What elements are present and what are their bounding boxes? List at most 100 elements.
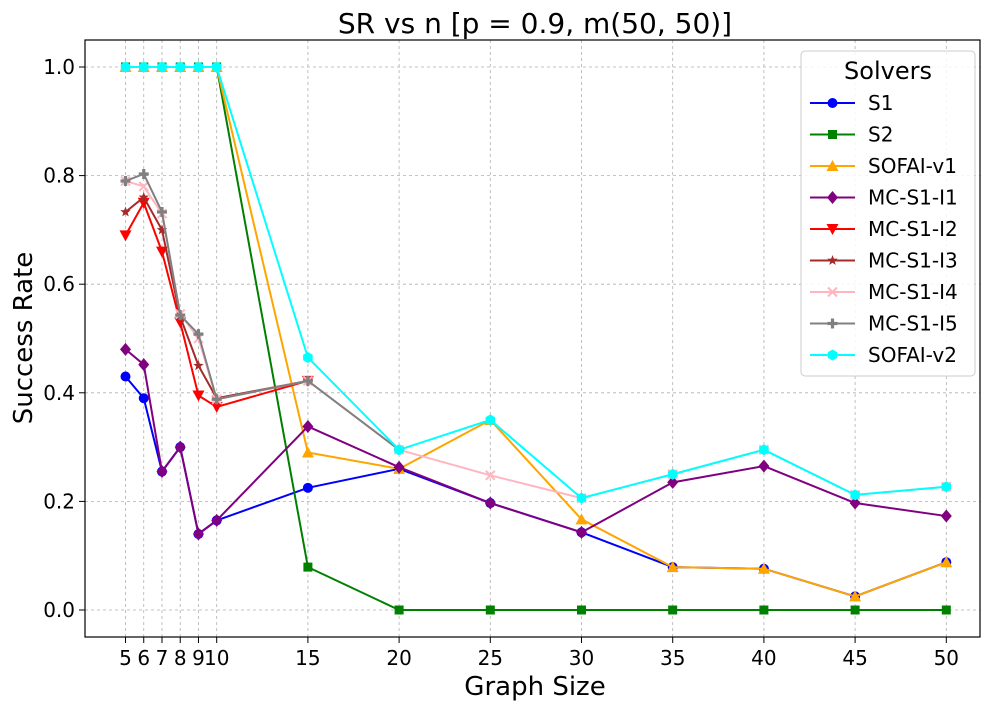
x-tick-label: 7 <box>156 646 169 670</box>
legend-label: MC-S1-I3 <box>868 249 958 273</box>
data-point-sofai-v2 <box>759 444 769 456</box>
data-point-s1 <box>302 482 313 493</box>
legend-item-mc-s1-i1: MC-S1-I1 <box>810 186 958 210</box>
legend-label: MC-S1-I5 <box>868 312 958 336</box>
legend-title: Solvers <box>844 57 932 85</box>
data-point-mc-s1-i5 <box>138 168 149 179</box>
data-point-sofai-v1 <box>757 562 770 574</box>
legend-label: MC-S1-I4 <box>868 280 958 304</box>
data-point-mc-s1-i2 <box>155 246 168 258</box>
data-point-mc-s1-i5 <box>193 329 204 340</box>
legend-label: MC-S1-I2 <box>868 217 958 241</box>
data-point-s2 <box>303 562 313 572</box>
axis-ticks: 5 6 7 8 9 10 15 20 25 30 35 40 45 50 0.0 0.2 0.4 0.6 0.8 1.… <box>43 55 959 670</box>
data-point-mc-s1-i3 <box>156 224 168 235</box>
data-point-s2 <box>759 605 769 615</box>
x-tick-label: 9 <box>192 646 205 670</box>
legend-marker <box>827 191 838 204</box>
data-point-sofai-v2 <box>576 492 587 504</box>
data-point-sofai-v2 <box>850 489 860 501</box>
data-point-mc-s1-i5 <box>156 206 167 217</box>
data-point-sofai-v2 <box>667 468 678 480</box>
series-layer <box>119 61 953 615</box>
data-point-mc-s1-i1 <box>211 513 223 527</box>
x-tick-label: 15 <box>295 646 320 670</box>
x-tick-label: 10 <box>204 646 229 670</box>
data-point-s1 <box>120 371 131 382</box>
legend-item-sofai-v1: SOFAI-v1 <box>810 154 957 178</box>
data-point-s2 <box>941 605 951 615</box>
series-line-mc-s1-i5 <box>125 172 400 451</box>
x-tick-label: 20 <box>386 646 411 670</box>
legend-item-mc-s1-i2: MC-S1-I2 <box>810 217 958 241</box>
x-tick-label: 45 <box>842 646 867 670</box>
legend-marker <box>827 286 838 298</box>
data-point-sofai-v1 <box>575 513 588 525</box>
data-point-s2 <box>394 605 404 615</box>
y-tick-label: 0.8 <box>43 164 75 188</box>
legend-marker <box>828 130 837 139</box>
plot-frame <box>84 39 981 638</box>
series-mc-s1-i5 <box>120 168 405 455</box>
data-point-sofai-v1 <box>301 446 314 458</box>
data-point-sofai-v2 <box>303 352 313 363</box>
data-point-mc-s1-i3 <box>138 191 149 202</box>
data-point-mc-s1-i1 <box>940 509 952 523</box>
legend-marker <box>827 349 838 361</box>
legend-marker <box>827 98 838 108</box>
data-point-mc-s1-i1 <box>302 419 314 433</box>
data-point-mc-s1-i5 <box>211 394 222 405</box>
y-tick-label: 0.6 <box>43 272 75 296</box>
data-point-mc-s1-i5 <box>302 375 313 386</box>
data-point-mc-s1-i4 <box>485 470 496 481</box>
data-point-sofai-v2 <box>120 61 131 73</box>
data-point-sofai-v1 <box>940 556 953 568</box>
data-point-sofai-v2 <box>485 414 496 426</box>
data-point-mc-s1-i2 <box>119 230 132 242</box>
data-point-mc-s1-i4 <box>138 181 149 192</box>
x-tick-label: 8 <box>174 646 187 670</box>
data-point-s1 <box>138 393 149 404</box>
data-point-s2 <box>850 605 860 615</box>
data-point-mc-s1-i1 <box>156 465 168 479</box>
y-tick-label: 0.0 <box>43 598 75 622</box>
legend-marker <box>827 318 838 329</box>
data-point-mc-s1-i1 <box>120 342 131 356</box>
data-point-mc-s1-i1 <box>138 358 150 372</box>
legend-label: S2 <box>868 123 893 147</box>
x-tick-label: 30 <box>569 646 594 670</box>
legend-item-s2: S2 <box>810 123 893 147</box>
x-tick-label: 50 <box>934 646 959 670</box>
legend-marker <box>826 160 839 171</box>
legend-item-sofai-v2: SOFAI-v2 <box>810 343 957 367</box>
y-tick-label: 1.0 <box>43 55 75 79</box>
legend-item-s1: S1 <box>810 91 893 115</box>
data-point-mc-s1-i1 <box>393 460 405 474</box>
legend-label: SOFAI-v1 <box>868 154 957 178</box>
legend: Solvers S1 S2 SOFAI-v1 MC-S1-I1 MC-S1-I2 MC-S… <box>800 50 976 377</box>
data-point-mc-s1-i1 <box>849 496 861 510</box>
legend-label: SOFAI-v2 <box>868 343 957 367</box>
data-point-mc-s1-i2 <box>192 390 205 402</box>
x-axis-label: Graph Size <box>464 672 605 702</box>
x-tick-label: 35 <box>660 646 685 670</box>
data-point-sofai-v2 <box>175 61 185 73</box>
data-point-s2 <box>485 605 495 615</box>
data-point-s2 <box>577 605 586 615</box>
x-tick-label: 25 <box>478 646 503 670</box>
data-point-mc-s1-i1 <box>192 527 204 541</box>
data-point-mc-s1-i2 <box>210 401 223 413</box>
legend-item-mc-s1-i5: MC-S1-I5 <box>810 312 958 336</box>
legend-label: MC-S1-I1 <box>868 186 958 210</box>
y-axis-label: Success Rate <box>9 252 39 425</box>
data-point-mc-s1-i2 <box>174 317 187 329</box>
y-tick-label: 0.2 <box>43 489 75 513</box>
legend-marker <box>827 255 838 265</box>
data-point-sofai-v2 <box>157 61 167 73</box>
data-point-mc-s1-i1 <box>667 475 679 489</box>
data-point-mc-s1-i1 <box>484 496 496 510</box>
data-point-mc-s1-i1 <box>576 525 587 539</box>
data-point-mc-s1-i3 <box>120 206 131 217</box>
series-sofai-v2 <box>120 61 952 504</box>
